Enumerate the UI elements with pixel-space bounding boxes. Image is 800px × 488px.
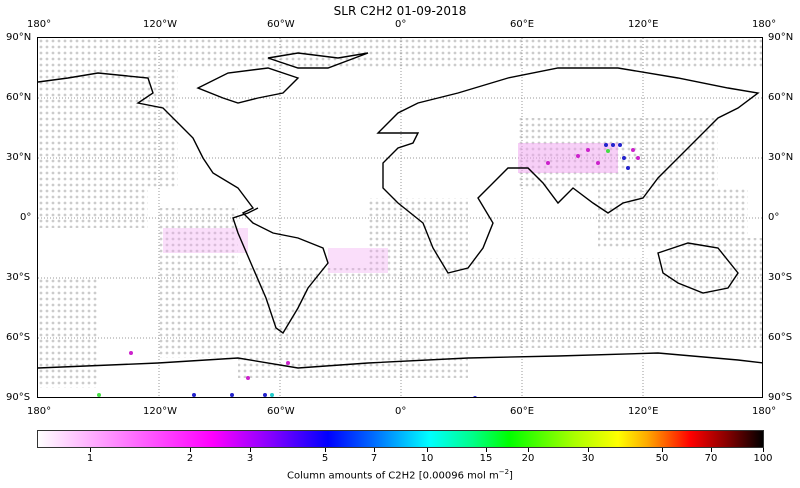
colorbar-tick [763, 448, 764, 452]
lon-label-top: 0° [395, 19, 407, 30]
colorbar-tick-label: 20 [521, 453, 535, 464]
colorbar-tick [427, 448, 428, 452]
gridlines [38, 38, 762, 397]
colorbar-tick [250, 448, 251, 452]
lat-label-right: 90°S [768, 392, 793, 403]
lon-label-top: 120°E [628, 19, 659, 30]
lon-label-bottom: 180° [752, 406, 777, 417]
lat-label-left: 30°N [6, 152, 32, 163]
map-title: SLR C2H2 01-09-2018 [333, 4, 467, 18]
lon-label-bottom: 120°W [143, 406, 177, 417]
lon-label-bottom: 120°E [628, 406, 659, 417]
colorbar-tick [325, 448, 326, 452]
colorbar-tick [374, 448, 375, 452]
lat-label-left: 90°S [6, 392, 31, 403]
lat-label-right: 30°N [768, 152, 794, 163]
lon-label-bottom: 180° [27, 406, 52, 417]
lat-label-right: 90°N [768, 32, 794, 43]
colorbar-label: Column amounts of C2H2 [0.00096 mol m−2] [0, 468, 800, 481]
lat-label-left: 0° [20, 212, 32, 223]
colorbar-tick-label: 1 [86, 453, 94, 464]
lon-label-top: 180° [752, 19, 777, 30]
lat-label-left: 60°N [6, 92, 32, 103]
lon-label-top: 180° [27, 19, 52, 30]
colorbar-label-suffix: ] [509, 470, 513, 482]
lon-label-bottom: 0° [395, 406, 407, 417]
lat-label-left: 90°N [6, 32, 32, 43]
colorbar-tick-label: 50 [655, 453, 669, 464]
coastlines [38, 52, 762, 369]
colorbar-tick-label: 5 [321, 453, 329, 464]
lon-label-bottom: 60°W [267, 406, 295, 417]
colorbar-tick-label: 30 [581, 453, 595, 464]
colorbar-tick [90, 448, 91, 452]
colorbar-label-exponent: −2 [498, 468, 510, 476]
world-map [37, 37, 763, 398]
colorbar-tick-label: 7 [370, 453, 378, 464]
map-canvas [38, 38, 762, 397]
lat-label-right: 60°N [768, 92, 794, 103]
colorbar-tick-label: 10 [420, 453, 434, 464]
colorbar-tick [711, 448, 712, 452]
lat-label-right: 30°S [768, 272, 793, 283]
colorbar-label-text: Column amounts of C2H2 [0.00096 mol m [287, 470, 499, 482]
colorbar-tick [190, 448, 191, 452]
lon-label-top: 60°E [510, 19, 535, 30]
colorbar-tick-label: 2 [186, 453, 194, 464]
hotspot-dots [97, 143, 640, 397]
colorbar-tick-label: 70 [704, 453, 718, 464]
colorbar-tick [528, 448, 529, 452]
lat-label-right: 60°S [768, 332, 793, 343]
colorbar-tick-label: 3 [246, 453, 254, 464]
colorbar-tick-label: 100 [753, 453, 773, 464]
colorbar-tick [662, 448, 663, 452]
lon-label-top: 120°W [143, 19, 177, 30]
lat-label-left: 30°S [6, 272, 31, 283]
lon-label-bottom: 60°E [510, 406, 535, 417]
colorbar-tick [486, 448, 487, 452]
colorbar-tick-label: 15 [479, 453, 493, 464]
lat-label-right: 0° [768, 212, 780, 223]
lon-label-top: 60°W [267, 19, 295, 30]
colorbar-tick [588, 448, 589, 452]
colorbar [37, 430, 764, 448]
lat-label-left: 60°S [6, 332, 31, 343]
